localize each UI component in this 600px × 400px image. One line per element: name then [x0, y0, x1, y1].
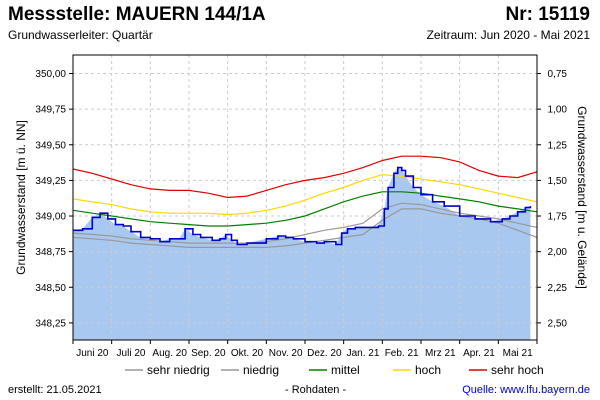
y-tick-label-left: 348,50	[35, 283, 66, 294]
station-number: Nr: 15119	[505, 4, 590, 25]
measured-area	[73, 167, 531, 340]
legend-label: sehr niedrig	[147, 363, 210, 377]
x-tick-label: Aug. 20	[152, 348, 187, 359]
legend-label: hoch	[415, 363, 441, 377]
x-tick-label: Jan. 21	[347, 348, 380, 359]
created-date: erstellt: 21.05.2021	[8, 384, 102, 396]
page-title: Messstelle: MAUERN 144/1A	[8, 4, 266, 25]
legend-label: niedrig	[243, 363, 279, 377]
x-tick-label: Nov. 20	[269, 348, 303, 359]
y-tick-label-right: 1,00	[548, 105, 568, 116]
y-tick-label-right: 1,25	[548, 140, 568, 151]
x-tick-label: Sep. 20	[191, 348, 226, 359]
x-tick-label: Dez. 20	[307, 348, 342, 359]
legend-label: sehr hoch	[491, 363, 544, 377]
y-tick-label-right: 1,75	[548, 212, 568, 223]
y-tick-label-right: 2,50	[548, 318, 568, 329]
series-line-mittel	[72, 191, 538, 227]
y-tick-label-left: 348,25	[35, 318, 66, 329]
y-tick-label-left: 349,50	[35, 140, 66, 151]
y-tick-label-right: 2,25	[548, 283, 568, 294]
y-tick-label-right: 2,00	[548, 247, 568, 258]
y-tick-label-left: 349,75	[35, 105, 66, 116]
x-tick-label: Mai 21	[503, 348, 533, 359]
series-line-hoch	[72, 174, 538, 216]
x-tick-label: Juni 20	[76, 348, 109, 359]
series-line-sehr-hoch	[72, 155, 538, 199]
x-tick-label: Feb. 21	[385, 348, 419, 359]
y-tick-label-left: 348,75	[35, 247, 66, 258]
source-link[interactable]: Quelle: www.lfu.bayern.de	[462, 384, 590, 396]
measured-line	[73, 166, 532, 246]
x-tick-label: Mrz 21	[425, 348, 456, 359]
x-tick-label: Apr. 21	[463, 348, 495, 359]
y-tick-label-left: 350,00	[35, 69, 66, 80]
y-tick-label-right: 0,75	[548, 69, 568, 80]
y-tick-label-left: 349,00	[35, 212, 66, 223]
legend-label: mittel	[331, 363, 360, 377]
x-tick-label: Juli 20	[117, 348, 146, 359]
y-axis-label-right: Grundwasserstand [m u. Gelände]	[575, 106, 589, 289]
rawdata-label: - Rohdaten -	[285, 384, 347, 396]
y-tick-label-left: 349,25	[35, 176, 66, 187]
x-tick-label: Okt. 20	[231, 348, 264, 359]
period-label: Zeitraum: Jun 2020 - Mai 2021	[426, 28, 590, 42]
aquifer-label: Grundwasserleiter: Quartär	[8, 28, 153, 42]
y-tick-label-right: 1,50	[548, 176, 568, 187]
y-axis-label-left: Grundwasserstand [m ü. NN]	[14, 120, 28, 275]
